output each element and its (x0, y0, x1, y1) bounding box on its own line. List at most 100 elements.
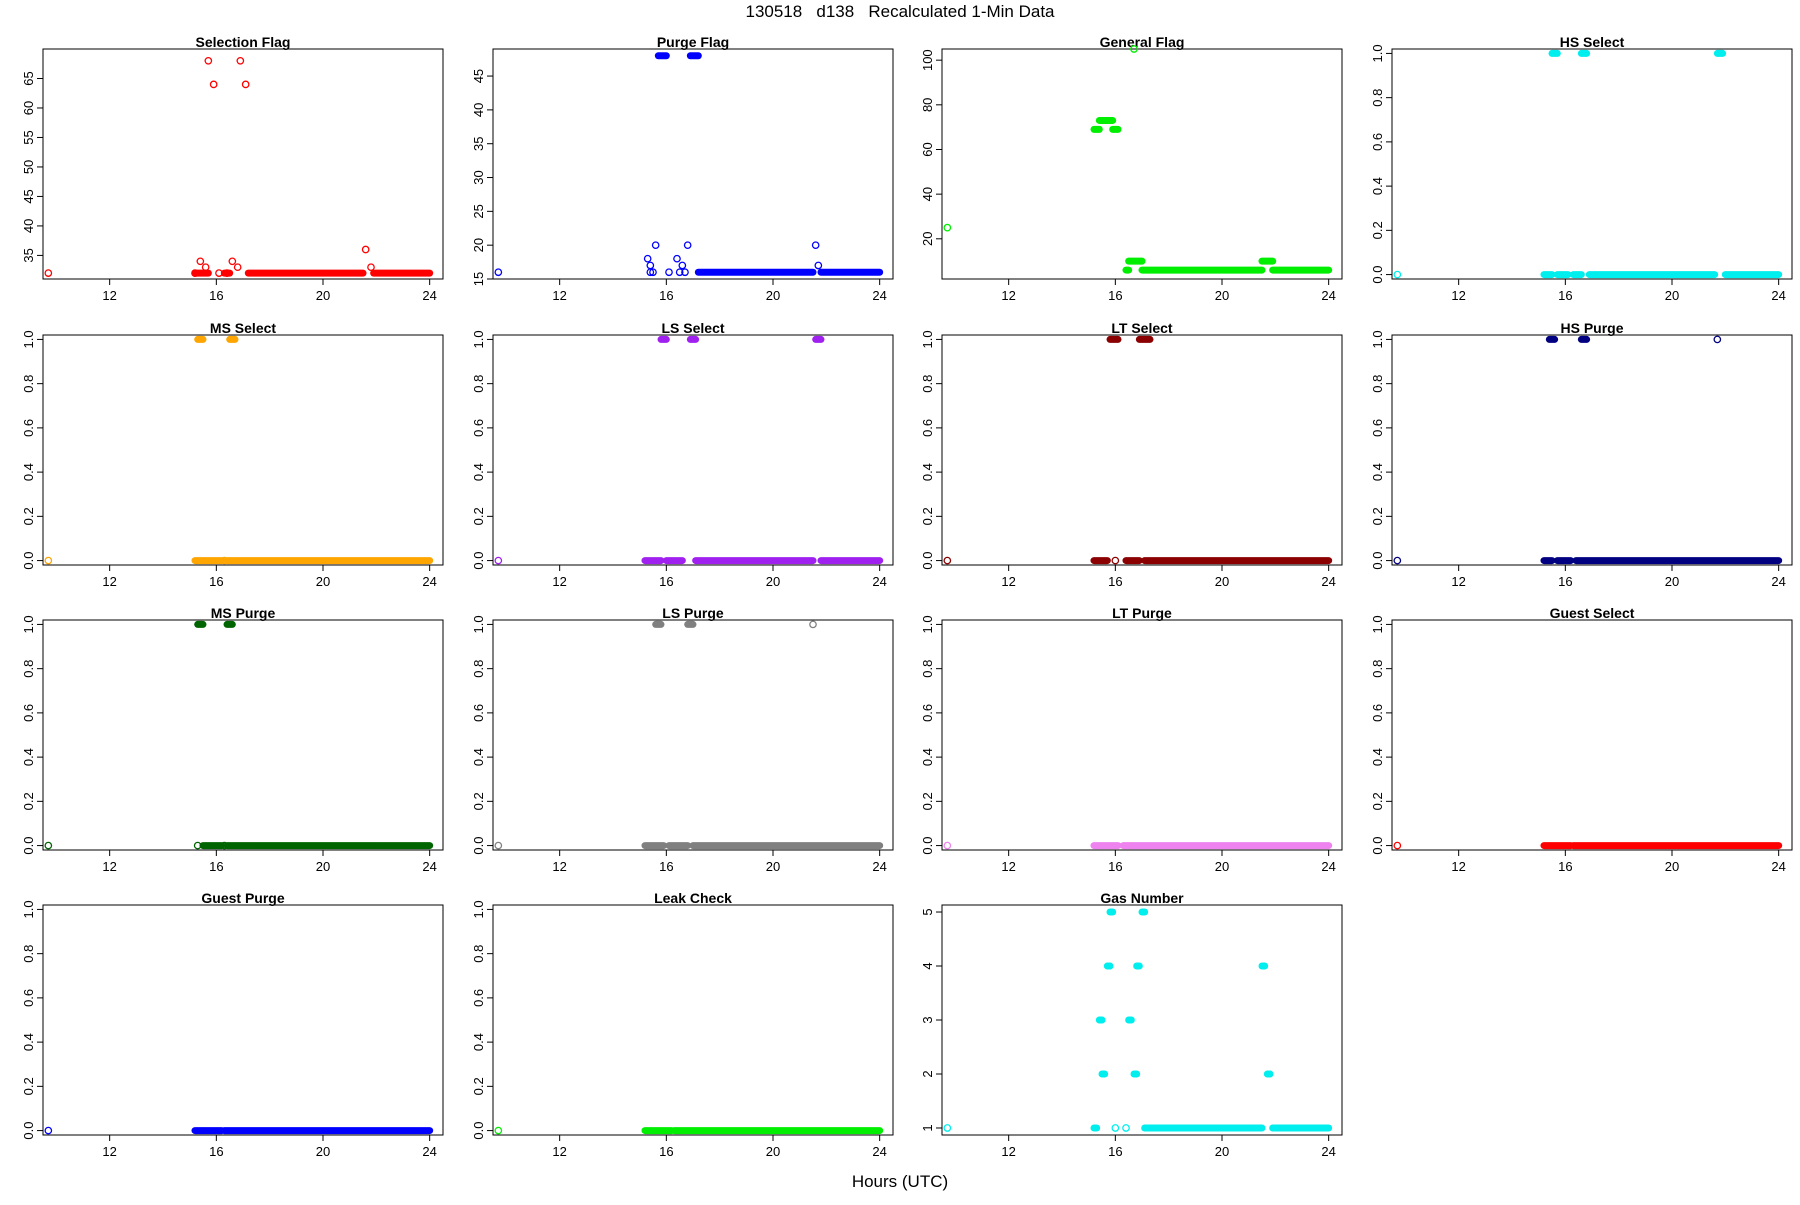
data-point (943, 841, 952, 850)
y-tick-label: 20 (920, 232, 935, 246)
y-tick-label: 60 (920, 142, 935, 156)
figure-title: 130518 d138 Recalculated 1-Min Data (745, 2, 1055, 21)
data-point (1393, 841, 1402, 850)
y-tick-label: 2 (920, 1070, 935, 1077)
y-tick-label: 0.8 (21, 660, 36, 678)
data-point (651, 241, 660, 250)
data-point (220, 841, 229, 850)
y-tick-label: 0.8 (1370, 660, 1385, 678)
data-point (646, 261, 655, 270)
y-tick-label: 1.0 (1370, 330, 1385, 348)
y-tick-label: 1.0 (21, 900, 36, 918)
x-tick-label: 20 (1215, 288, 1229, 303)
plot-frame (42, 334, 444, 566)
y-tick-label: 40 (21, 219, 36, 233)
data-point (361, 245, 370, 254)
y-tick-label: 0.2 (1370, 221, 1385, 239)
y-tick-label: 0.2 (920, 507, 935, 525)
subplot-title: LT Select (1111, 320, 1173, 336)
y-tick-label: 1.0 (920, 615, 935, 633)
data-point (1111, 1124, 1120, 1132)
x-tick-label: 20 (766, 1144, 780, 1159)
x-tick-label: 12 (1001, 288, 1015, 303)
y-tick-label: 5 (920, 908, 935, 915)
data-point (494, 556, 503, 565)
data-point (811, 241, 820, 250)
data-point (193, 841, 202, 850)
x-tick-label: 24 (1321, 288, 1335, 303)
y-tick-label: 0.0 (471, 1122, 486, 1140)
x-tick-label: 16 (1108, 859, 1122, 874)
x-tick-label: 20 (766, 859, 780, 874)
y-tick-label: 65 (21, 71, 36, 85)
data-point (943, 556, 952, 565)
y-tick-label: 1.0 (21, 615, 36, 633)
y-tick-label: 0.6 (1370, 133, 1385, 151)
data-point (494, 1126, 503, 1135)
x-tick-label: 24 (872, 1144, 886, 1159)
data-point (646, 268, 655, 277)
subplot-title: Guest Purge (201, 890, 284, 906)
data-point (233, 263, 242, 272)
data-point (943, 223, 952, 232)
y-tick-label: 0.6 (920, 704, 935, 722)
plot-frame (941, 904, 1343, 1136)
x-tick-label: 24 (1771, 288, 1785, 303)
subplot-guest-purge: Guest Purge 12 16 20 24 0.0 0.2 0.4 0.6 0.8 1.0 (21, 890, 444, 1159)
plot-frame (42, 48, 444, 280)
y-tick-label: 0.2 (471, 792, 486, 810)
y-tick-label: 0.6 (1370, 419, 1385, 437)
y-tick-label: 0.0 (1370, 552, 1385, 570)
x-tick-label: 16 (1558, 574, 1572, 589)
data-point (201, 263, 210, 272)
y-tick-label: 0.8 (1370, 89, 1385, 107)
x-tick-label: 12 (102, 1144, 116, 1159)
x-tick-label: 16 (659, 1144, 673, 1159)
x-tick-label: 20 (766, 288, 780, 303)
y-tick-label: 0.8 (920, 375, 935, 393)
data-point (649, 268, 657, 277)
y-tick-label: 40 (471, 103, 486, 117)
x-tick-label: 20 (1215, 1144, 1229, 1159)
data-point (1130, 45, 1138, 53)
y-tick-label: 30 (471, 170, 486, 184)
subplot-title: Purge Flag (657, 34, 729, 50)
y-tick-label: 0.0 (1370, 837, 1385, 855)
data-point (215, 269, 223, 277)
subplot-title: General Flag (1100, 34, 1185, 50)
data-point (809, 620, 817, 629)
data-point (494, 841, 503, 850)
y-tick-label: 0.6 (471, 704, 486, 722)
y-tick-label: 0.6 (1370, 704, 1385, 722)
y-tick-label: 1 (920, 1124, 935, 1131)
x-tick-label: 20 (316, 859, 330, 874)
subplot-title: MS Purge (211, 605, 276, 621)
subplot-hs-purge: HS Purge 12 16 20 24 0.0 0.2 0.4 0.6 0.8 1.0 (1370, 320, 1793, 589)
subplot-ls-select: LS Select 12 16 20 24 0.0 0.2 0.4 0.6 0.8 1.0 (471, 320, 894, 589)
y-tick-label: 3 (920, 1016, 935, 1023)
x-tick-label: 24 (422, 859, 436, 874)
y-tick-label: 0.6 (920, 419, 935, 437)
x-tick-label: 12 (552, 288, 566, 303)
x-tick-label: 12 (1451, 288, 1465, 303)
data-point (683, 241, 692, 250)
subplot-ms-select: MS Select 12 16 20 24 0.0 0.2 0.4 0.6 0.8 1.0 (21, 320, 444, 589)
x-tick-label: 20 (316, 288, 330, 303)
x-tick-label: 20 (316, 1144, 330, 1159)
x-tick-label: 16 (1558, 288, 1572, 303)
x-tick-label: 12 (1451, 574, 1465, 589)
data-point (44, 1126, 53, 1135)
y-tick-label: 25 (471, 204, 486, 218)
data-point (236, 56, 245, 65)
x-tick-label: 20 (1215, 859, 1229, 874)
y-tick-label: 0.0 (21, 1122, 36, 1140)
x-tick-label: 20 (766, 574, 780, 589)
y-tick-label: 0.8 (1370, 375, 1385, 393)
data-point (241, 80, 250, 89)
subplot-title: Gas Number (1100, 890, 1184, 906)
plot-frame (42, 904, 444, 1136)
x-tick-label: 24 (422, 288, 436, 303)
plot-frame (492, 904, 894, 1136)
y-tick-label: 35 (471, 136, 486, 150)
